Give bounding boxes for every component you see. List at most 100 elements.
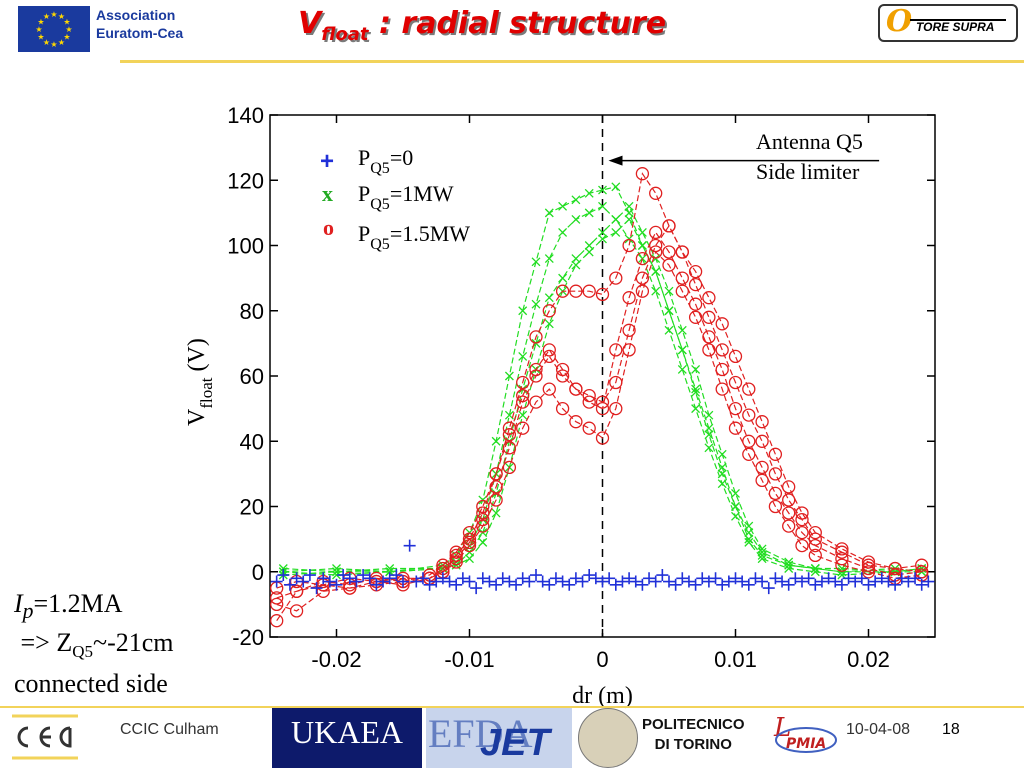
red-circle-point bbox=[502, 460, 517, 475]
red-circle-point bbox=[595, 431, 610, 445]
x-tick-label: 0.01 bbox=[714, 647, 757, 672]
blue-plus-point bbox=[623, 572, 636, 585]
red-circle-point bbox=[755, 434, 769, 448]
green-x-point bbox=[611, 182, 621, 192]
green-x-point bbox=[784, 560, 794, 570]
blue-plus-point bbox=[716, 578, 729, 591]
red-circle-point bbox=[489, 480, 503, 494]
y-tick-label: -20 bbox=[232, 625, 264, 650]
blue-plus-point bbox=[922, 575, 935, 588]
red-circle-point bbox=[755, 460, 769, 475]
blue-plus-point bbox=[636, 578, 649, 591]
red-circle-point bbox=[702, 343, 716, 357]
red-circle-point bbox=[542, 304, 556, 318]
vfloat-chart: -0.02 -0.01 0 0.01 0.02 -20 0 20 40 60 80 100 120 14… bbox=[184, 103, 936, 709]
eu-star-icon: ★ bbox=[43, 12, 50, 21]
politecnico-label: POLITECNICO DI TORINO bbox=[642, 715, 745, 755]
legend-symbol-green: x bbox=[322, 181, 333, 206]
title-main: V bbox=[298, 6, 322, 41]
green-x-point bbox=[518, 306, 528, 316]
red-circle-point bbox=[569, 284, 583, 298]
red-circle-point bbox=[502, 428, 517, 442]
red-circle-point bbox=[662, 258, 676, 272]
tore-supra-logo: O TORE SUPRA bbox=[878, 4, 1018, 42]
blue-plus-point bbox=[835, 578, 848, 591]
blue-plus-point bbox=[536, 575, 549, 588]
blue-plus-point bbox=[283, 578, 296, 591]
blue-plus-point bbox=[443, 575, 456, 588]
red-circle-point bbox=[742, 408, 756, 422]
red-circle-point bbox=[289, 584, 304, 598]
green-x-point bbox=[664, 325, 674, 335]
green-x-point bbox=[731, 502, 740, 511]
efda-text: EFDA bbox=[428, 711, 533, 756]
x-axis-label: dr (m) bbox=[572, 683, 633, 709]
red-circle-point bbox=[768, 467, 783, 481]
green-x-point bbox=[531, 299, 541, 309]
eu-star-icon: ★ bbox=[43, 38, 50, 47]
red-circle-point bbox=[555, 362, 570, 377]
red-circle-point bbox=[728, 375, 743, 390]
legend-label-blue: PQ5=0 bbox=[358, 145, 413, 177]
red-circle-point bbox=[675, 284, 689, 298]
eu-star-icon: ★ bbox=[35, 25, 42, 34]
blue-plus-point bbox=[390, 569, 403, 582]
y-tick-label: 20 bbox=[240, 495, 264, 520]
red-circle-point bbox=[688, 310, 703, 324]
red-circle-point bbox=[782, 519, 796, 533]
blue-plus-point bbox=[762, 582, 775, 595]
blue-plus-point bbox=[742, 578, 755, 591]
red-circle-point bbox=[502, 441, 517, 455]
eu-star-icon: ★ bbox=[58, 38, 65, 47]
blue-plus-point bbox=[789, 572, 802, 585]
green-x-point bbox=[531, 257, 541, 267]
red-circle-point bbox=[702, 330, 716, 344]
red-circle-point bbox=[595, 395, 610, 409]
legend-label-red: PQ5=1.5MW bbox=[358, 221, 470, 253]
green-x-point bbox=[717, 479, 727, 489]
red-circle-point bbox=[289, 604, 304, 618]
blue-plus-point bbox=[855, 572, 868, 585]
red-circle-point bbox=[516, 395, 530, 409]
x-tick-label: -0.01 bbox=[444, 647, 494, 672]
red-circle-point bbox=[622, 323, 636, 337]
blue-plus-point bbox=[902, 575, 915, 588]
red-circle-point bbox=[768, 486, 783, 501]
green-x-point bbox=[757, 544, 767, 554]
red-circle-point bbox=[270, 614, 284, 628]
slide-date: 10-04-08 bbox=[846, 721, 911, 738]
red-circle-point bbox=[622, 238, 636, 253]
connected-side-line: connected side bbox=[14, 669, 168, 699]
blue-plus-point bbox=[915, 578, 928, 591]
green-x-point bbox=[558, 201, 568, 211]
plasma-current-note: Ip=1.2MA => ZQ5~-21cm connected side bbox=[14, 588, 174, 700]
blue-plus-point bbox=[776, 575, 789, 588]
green-x-point bbox=[757, 550, 767, 560]
red-circle-point bbox=[635, 251, 650, 266]
red-circle-point bbox=[542, 382, 556, 396]
red-circle-point bbox=[462, 525, 477, 540]
blue-plus-point bbox=[589, 572, 602, 585]
green-x-point bbox=[544, 208, 554, 218]
red-circle-point bbox=[529, 330, 543, 344]
green-x-point bbox=[731, 488, 740, 498]
green-x-point bbox=[664, 286, 674, 296]
blue-plus-point bbox=[410, 575, 423, 588]
red-circle-point bbox=[649, 245, 663, 259]
blue-plus-point bbox=[496, 572, 509, 585]
green-x-point bbox=[571, 195, 581, 205]
green-x-point bbox=[691, 404, 701, 414]
eu-star-icon: ★ bbox=[63, 33, 70, 42]
green-x-point bbox=[691, 384, 701, 394]
blue-plus-point bbox=[616, 575, 629, 588]
green-x-point bbox=[744, 537, 754, 547]
blue-plus-point bbox=[317, 572, 330, 585]
red-circle-point bbox=[835, 552, 849, 566]
series-blue bbox=[270, 539, 935, 595]
red-circle-point bbox=[516, 421, 530, 435]
green-x-point bbox=[478, 537, 488, 547]
red-circle-point bbox=[635, 271, 650, 285]
red-circle-point bbox=[609, 343, 623, 357]
red-circle-point bbox=[555, 284, 570, 298]
blue-plus-point bbox=[337, 569, 350, 582]
